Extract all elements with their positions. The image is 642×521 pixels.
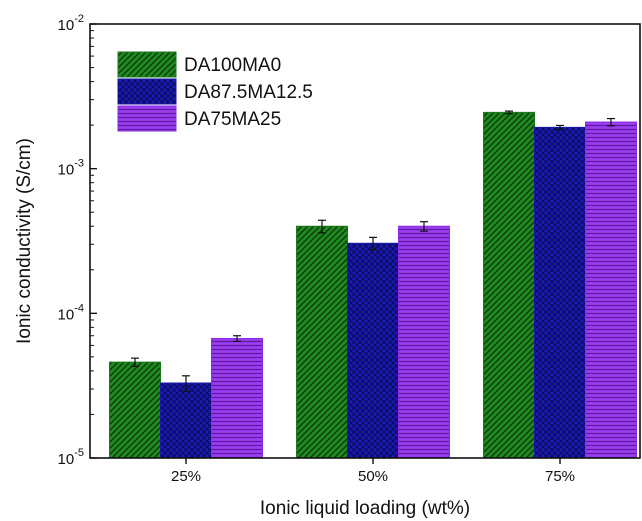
legend-label-da100ma0: DA100MA0 (184, 55, 281, 76)
bar-da75ma25-25pct (211, 337, 263, 459)
legend-label-da75ma25: DA75MA25 (184, 109, 281, 130)
plot-frame (89, 23, 641, 459)
legend-swatch-da87.5ma12.5 (117, 78, 177, 105)
x-axis-title: Ionic liquid loading (wt%) (260, 498, 470, 519)
y-tick-label: 10-5 (58, 447, 84, 468)
x-tick-label: 75% (545, 468, 575, 485)
error-bar-da75ma25-25pct (233, 335, 241, 342)
legend: DA100MA0 DA87.5MA12.5 DA75MA25 (117, 51, 313, 132)
error-bar-da100ma0-25pct (131, 357, 139, 367)
x-tick-label: 25% (171, 468, 201, 485)
y-tick-label: 10-4 (58, 302, 84, 323)
bar-da75ma25-50pct (398, 225, 450, 459)
y-axis-title: Ionic conductivity (S/cm) (14, 138, 35, 344)
bar-da87.5ma12.5-75pct (534, 126, 586, 459)
error-bar-da100ma0-50pct (318, 219, 326, 234)
bar-da87.5ma12.5-25pct (160, 382, 212, 459)
error-bar-da87.5ma12.5-50pct (369, 236, 377, 251)
error-bar-da100ma0-75pct (505, 110, 513, 115)
y-tick-label: 10-2 (58, 13, 84, 34)
y-tick-label: 10-3 (58, 158, 84, 179)
error-bar-da87.5ma12.5-25pct (182, 375, 190, 392)
bar-da100ma0-75pct (483, 111, 535, 459)
y-axis-ticks: 10-5 10-4 10-3 10-2 (58, 13, 97, 468)
legend-label-da87.5ma12.5: DA87.5MA12.5 (184, 82, 313, 103)
x-tick-label: 50% (358, 468, 388, 485)
legend-swatch-da75ma25 (117, 105, 177, 132)
error-bars (131, 110, 615, 392)
bar-da87.5ma12.5-50pct (347, 242, 399, 459)
error-bar-da75ma25-50pct (420, 221, 428, 232)
error-bar-da87.5ma12.5-75pct (556, 124, 564, 130)
x-axis-ticks: 25% 50% 75% (171, 458, 575, 485)
bar-da100ma0-25pct (109, 361, 161, 459)
legend-swatch-da100ma0 (117, 51, 177, 78)
error-bar-da75ma25-75pct (607, 117, 615, 127)
bar-da75ma25-75pct (585, 121, 637, 459)
bar-da100ma0-50pct (296, 225, 348, 459)
bars (109, 111, 637, 459)
